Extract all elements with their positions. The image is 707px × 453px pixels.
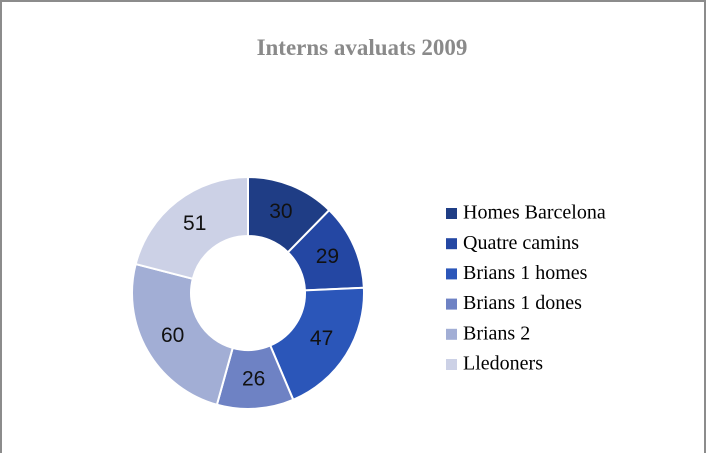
donut-slice <box>134 175 249 280</box>
legend-swatch <box>446 359 457 370</box>
legend-swatch <box>446 328 457 340</box>
legend-label: Homes Barcelona <box>463 202 606 224</box>
donut-slice <box>131 262 234 406</box>
data-label: 30 <box>269 200 292 223</box>
legend-swatch <box>446 208 457 219</box>
legend-label: Brians 2 <box>463 322 530 344</box>
data-label: 29 <box>316 245 339 268</box>
legend-label: Lledoners <box>463 353 543 375</box>
legend-label: Brians 1 dones <box>463 292 582 314</box>
legend-swatch <box>446 268 457 280</box>
chart-title: Interns avaluats 2009 <box>257 35 468 60</box>
data-label: 26 <box>242 367 265 390</box>
data-label: 60 <box>161 324 184 347</box>
data-label: 47 <box>310 327 333 350</box>
legend-label: Quatre camins <box>463 232 579 254</box>
legend-label: Brians 1 homes <box>463 262 588 284</box>
legend-swatch <box>446 298 457 310</box>
legend-swatch <box>446 238 457 250</box>
data-label: 51 <box>183 212 206 235</box>
